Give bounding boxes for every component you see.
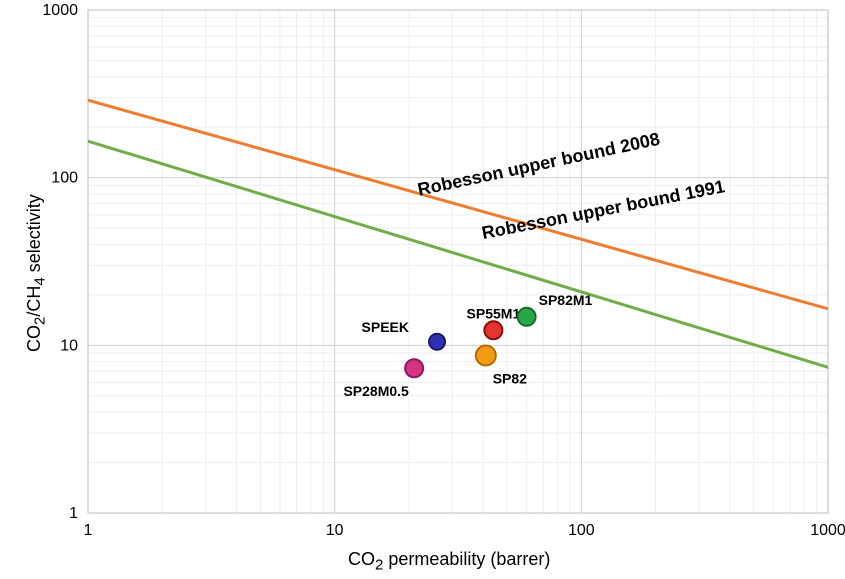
point-sp28m0_5: [405, 359, 423, 377]
point-label-sp28m0_5: SP28M0.5: [343, 383, 409, 399]
x-tick-label: 1000: [810, 522, 845, 539]
x-tick-label: 10: [326, 522, 344, 539]
point-sp82: [476, 345, 496, 365]
point-label-sp55m1: SP55M1: [467, 305, 521, 321]
point-label-sp82m1: SP82M1: [539, 292, 593, 308]
y-axis-title: CO2/CH4 selectivity: [24, 194, 49, 352]
x-tick-label: 1: [84, 522, 93, 539]
point-sp55m1: [484, 321, 502, 339]
point-speek: [429, 334, 445, 350]
point-label-speek: SPEEK: [362, 319, 409, 335]
robeson-plot: 11010010001101001000Robesson upper bound…: [0, 0, 845, 579]
x-axis-title: CO2 permeability (barrer): [348, 549, 550, 574]
y-tick-label: 100: [51, 170, 78, 187]
y-tick-label: 10: [60, 337, 78, 354]
y-tick-label: 1: [69, 505, 78, 522]
point-sp82m1: [518, 308, 536, 326]
x-tick-label: 100: [568, 522, 595, 539]
y-tick-label: 1000: [42, 2, 78, 19]
point-label-sp82: SP82: [493, 370, 527, 386]
chart-svg: 11010010001101001000Robesson upper bound…: [0, 0, 845, 579]
